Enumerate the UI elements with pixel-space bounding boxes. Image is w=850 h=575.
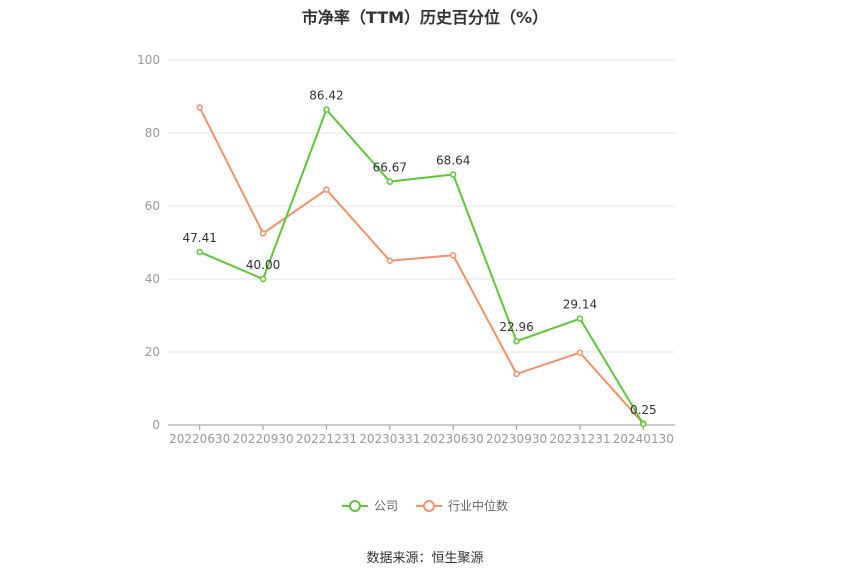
y-tick-label: 0 bbox=[152, 418, 160, 432]
y-tick-label: 20 bbox=[145, 345, 160, 359]
data-point-company bbox=[386, 178, 394, 185]
legend-industry-median-label: 行业中位数 bbox=[448, 499, 509, 513]
y-axis: 0 20 40 60 80 100 bbox=[137, 53, 160, 432]
chart-title: 市净率（TTM）历史百分位（%） bbox=[301, 8, 549, 27]
data-point-company bbox=[640, 420, 647, 428]
legend: 公司 行业中位数 bbox=[0, 497, 850, 514]
x-tick-label: 20230331 bbox=[359, 432, 420, 446]
data-point-industry-median bbox=[513, 370, 520, 378]
data-label: 22.96 bbox=[499, 320, 533, 334]
y-tick-label: 60 bbox=[145, 199, 160, 213]
legend-item-company[interactable]: 公司 bbox=[341, 497, 398, 514]
data-point-industry-median bbox=[196, 104, 203, 111]
data-point-company bbox=[196, 248, 203, 256]
data-label: 66.67 bbox=[373, 161, 407, 175]
data-point-company bbox=[576, 315, 584, 322]
x-tick-label: 20230930 bbox=[486, 432, 547, 446]
x-tick-label: 20231231 bbox=[549, 432, 610, 446]
data-point-industry-median bbox=[259, 230, 267, 237]
data-point-industry-median bbox=[386, 257, 394, 264]
y-tick-label: 40 bbox=[145, 272, 160, 286]
y-tick-label: 100 bbox=[137, 53, 160, 67]
legend-industry-median-icon bbox=[416, 498, 442, 514]
data-label: 0.25 bbox=[630, 403, 657, 417]
data-label: 68.64 bbox=[436, 153, 470, 167]
data-point-company bbox=[449, 171, 457, 178]
y-tick-label: 80 bbox=[145, 126, 160, 140]
data-point-company bbox=[323, 106, 330, 113]
gridlines bbox=[168, 59, 675, 353]
x-tick-label: 20221231 bbox=[296, 432, 357, 446]
data-label: 47.41 bbox=[183, 231, 217, 245]
data-label: 86.42 bbox=[309, 89, 343, 103]
x-tick-label: 20240130 bbox=[613, 432, 674, 446]
x-tick-label: 20220930 bbox=[233, 432, 294, 446]
x-tick-label: 20230630 bbox=[423, 432, 484, 446]
data-point-industry-median bbox=[576, 349, 584, 356]
data-label: 29.14 bbox=[563, 298, 597, 312]
data-labels: 47.41 40.00 86.42 66.67 68.64 22.96 29.14 0.25 bbox=[183, 89, 657, 418]
series-line-industry-median bbox=[198, 107, 645, 425]
data-label: 40.00 bbox=[246, 258, 280, 272]
series-layer bbox=[196, 104, 647, 428]
x-tick-label: 20220630 bbox=[169, 432, 230, 446]
series-line-company bbox=[199, 108, 645, 425]
x-axis: 20220630 20220930 20221231 20230331 20230630… bbox=[168, 424, 675, 446]
data-point-industry-median bbox=[323, 186, 330, 193]
data-source: 数据来源：恒生聚源 bbox=[366, 551, 484, 566]
legend-company-label: 公司 bbox=[373, 499, 398, 513]
data-point-company bbox=[513, 337, 520, 345]
legend-company-icon bbox=[341, 498, 368, 514]
legend-item-industry-median[interactable]: 行业中位数 bbox=[416, 497, 508, 514]
data-point-company bbox=[259, 275, 267, 283]
data-point-industry-median bbox=[449, 252, 457, 259]
